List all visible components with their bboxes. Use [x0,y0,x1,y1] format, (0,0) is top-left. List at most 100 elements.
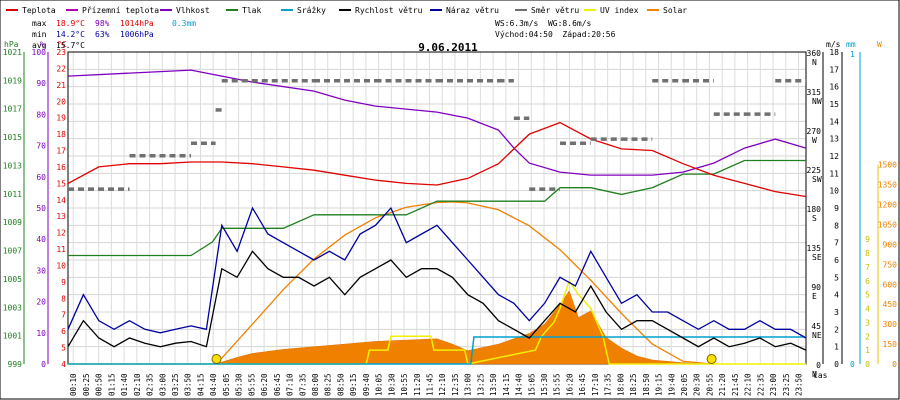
axis-dir-name: NE [812,331,822,340]
x-tick-label: 14:40 [515,373,524,396]
axis-uv-tick: 8 [865,249,870,258]
x-tick-label: 20:30 [693,373,702,396]
axis-hpa-tick: 999 [8,360,23,369]
axis-dir-name: SW [812,175,822,184]
axis-ms-label: m/s [826,40,841,49]
x-tick-label: 12:10 [438,373,447,396]
x-tick-label: 19:15 [655,373,664,396]
stats-max-press: 1014hPa [120,19,154,28]
x-tick-label: 08:50 [336,373,345,396]
series-uv-index [68,279,806,365]
axis-ms-tick: 8 [834,221,839,230]
x-tick-label: 08:25 [324,373,333,396]
axis-dir-name: E [812,292,817,301]
axis-uv-tick: 5 [865,291,870,300]
axis-w-tick: 450 [883,300,898,309]
axis-w-tick: 1500 [878,161,897,170]
x-tick-label: 06:20 [260,373,269,396]
x-tick-label: 10:55 [400,373,409,396]
axis-degc-tick: 18 [56,130,66,139]
axis-pct-tick: 80 [36,110,46,119]
axis-ms-tick: 5 [834,273,839,282]
x-tick-label: 03:25 [171,373,180,396]
x-tick-label: 05:55 [247,373,256,396]
stats-min-hum: 63% [95,30,110,39]
sunset-marker [706,354,717,364]
axis-pct-tick: 30 [36,266,46,275]
x-tick-label: 18:50 [642,373,651,396]
axis-mm-label: mm [846,40,856,49]
axis-w-tick: 1050 [878,220,897,229]
stats-max-temp: 18.9°C [56,19,85,28]
axis-ms-tick: 11 [829,169,839,178]
series-pressure [68,159,806,257]
axis-mm-tick: 0 [850,360,855,369]
axis-dir-name: N [812,58,817,67]
axis-w-tick: 0 [892,360,897,369]
axis-pct-tick: 10 [36,329,46,338]
axis-w-tick: 750 [883,260,898,269]
stats-max-rain: 0.3mm [172,19,196,28]
axis-hpa-tick: 1011 [3,190,22,199]
axis-degc-tick: 13 [56,212,66,221]
axis-degc-tick: 22 [56,64,66,73]
legend-label: Solar [663,6,687,15]
wind-info: WS:6.3m/s WG:8.6m/s [495,19,592,28]
axis-degc-tick: 20 [56,97,66,106]
axis-ms-tick: 13 [829,135,839,144]
axis-degc-tick: 23 [56,48,66,57]
stats-max-hum: 98% [95,19,110,28]
x-tick-label: 17:10 [591,373,600,396]
axis-uv-tick: 6 [865,277,870,286]
axis-w-label: W [877,40,882,49]
stats-avg-temp: 15.7°C [56,41,85,50]
legend-label: Náraz větru [446,6,499,15]
axis-degc-tick: 7 [61,311,66,320]
axis-degc-tick: 4 [61,360,66,369]
axis-ms-tick: 14 [829,117,839,126]
stats-header: max 18.9°C 98% 1014hPa 0.3mm min 14.2°C … [32,19,616,50]
x-tick-label: 22:35 [756,373,765,396]
axis-w-tick: 1200 [878,201,897,210]
axis-degc-tick: 15 [56,179,66,188]
axis-degc-tick: 10 [56,261,66,270]
axis-pct-tick: 70 [36,142,46,151]
legend-label: Vlhkost [176,6,210,15]
axis-ms-tick: 9 [834,204,839,213]
x-tick-label: 19:40 [667,373,676,396]
axis-degc-label: °C [57,40,67,49]
x-tick-label: 10:05 [375,373,384,396]
axis-dir-tick: 180 [807,205,822,214]
x-tick-label: 15:30 [540,373,549,396]
x-tick-label: 13:00 [464,373,473,396]
x-tick-label: 04:15 [196,373,205,396]
x-tick-label: 23:50 [795,373,804,396]
x-tick-label: 09:40 [362,373,371,396]
series-solar-theoretical [216,201,712,365]
axis-hpa-tick: 1005 [3,275,22,284]
axis-uv-tick: 4 [865,305,870,314]
axis-dir-name: W [812,136,817,145]
axis-uv-tick: 9 [865,235,870,244]
x-tick-label: 04:40 [209,373,218,396]
x-tick-label: 08:00 [311,373,320,396]
axis-pct-tick: 40 [36,235,46,244]
x-tick-label: 16:20 [565,373,574,396]
axis-degc-tick: 21 [56,81,66,90]
axis-w-tick: 900 [883,240,898,249]
stats-min-press: 1006hPa [120,30,154,39]
x-tick-label: 21:45 [731,373,740,396]
x-tick-label: 09:15 [349,373,358,396]
x-tick-label: 11:20 [413,373,422,396]
axis-x-label: čas [813,370,828,380]
axis-hpa-tick: 1021 [3,48,22,57]
x-axis: 00:10 00:25 00:50 01:15 01:40 02:10 02:35 03:00… [69,373,803,396]
axis-uv-tick: 2 [865,332,870,341]
x-tick-label: 15:05 [527,373,536,396]
axis-dir-tick: 315 [807,88,822,97]
x-tick-label: 10:30 [387,373,396,396]
axis-dir-name: S [812,214,817,223]
axis-ms-tick: 17 [829,65,839,74]
x-tick-label: 20:05 [680,373,689,396]
axis-uv-tick: 0 [865,360,870,369]
